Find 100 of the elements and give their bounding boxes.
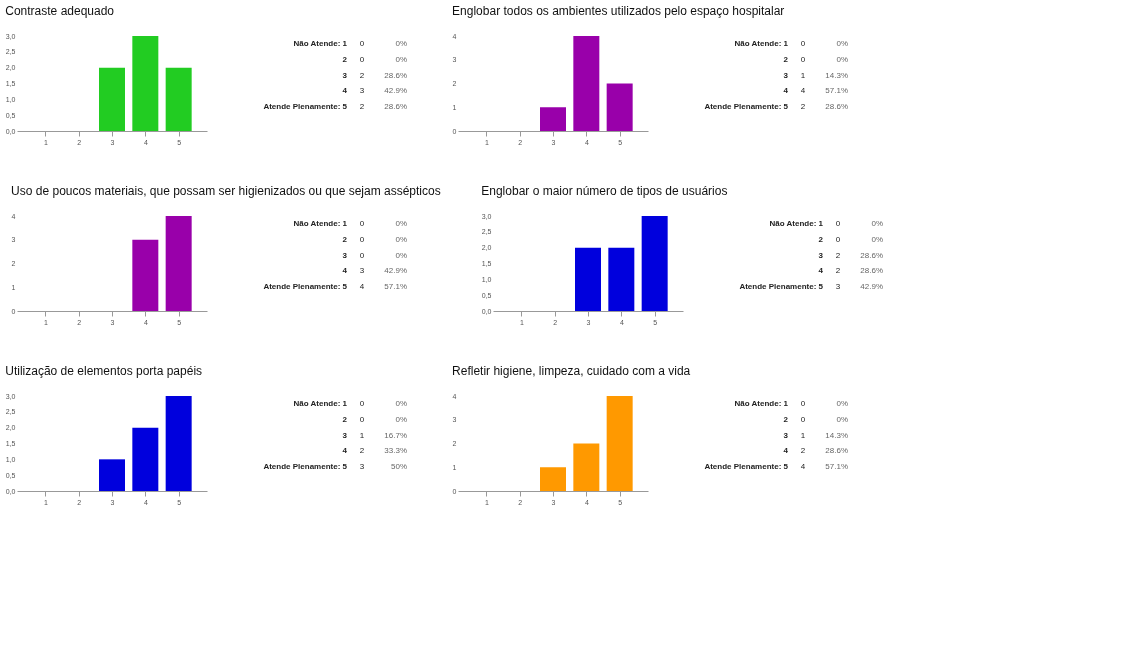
text: 0% xyxy=(836,38,848,48)
text: 3 xyxy=(818,250,824,260)
text: 3 xyxy=(342,70,348,80)
text: Atende Plenamente: 5 xyxy=(263,282,348,292)
text: 0 xyxy=(800,38,806,48)
text: Atende Plenamente: 5 xyxy=(739,282,824,292)
text: Não Atende: 1 xyxy=(293,38,348,48)
text: 28.6% xyxy=(384,102,407,112)
text: 16.7% xyxy=(384,430,407,440)
text: 0 xyxy=(800,414,806,424)
text: 28.6% xyxy=(825,446,848,456)
text: 0 xyxy=(835,234,841,244)
text: 2 xyxy=(359,446,365,456)
text: 28.6% xyxy=(825,102,848,112)
text: 3 xyxy=(835,282,841,292)
text: 3 xyxy=(342,250,348,260)
text: 2 xyxy=(800,446,806,456)
chart-title: Utilização de elementos porta papéis xyxy=(5,364,203,378)
text: 3 xyxy=(359,86,365,96)
text: 4 xyxy=(342,266,348,276)
text: 3 xyxy=(359,266,365,276)
text: 4 xyxy=(783,446,789,456)
text: 57.1% xyxy=(825,462,848,472)
text: 3 xyxy=(783,430,789,440)
text: 0% xyxy=(836,414,848,424)
text: Não Atende: 1 xyxy=(769,218,824,228)
text: 14.3% xyxy=(825,70,848,80)
text: 1 xyxy=(359,430,365,440)
text: 0% xyxy=(836,398,848,408)
text: 2 xyxy=(783,414,789,424)
text: 28.6% xyxy=(860,250,883,260)
chart-title: Contraste adequado xyxy=(5,4,115,18)
text: 0 xyxy=(359,234,365,244)
chart-title: Englobar todos os ambientes utilizados pelo espaço hospitalar xyxy=(452,4,785,18)
text: 0 xyxy=(800,398,806,408)
text: 42.9% xyxy=(384,86,407,96)
text: Não Atende: 1 xyxy=(734,398,789,408)
text: 2 xyxy=(342,54,348,64)
text: 50% xyxy=(390,462,407,472)
text: 3 xyxy=(783,70,789,80)
text: 1 xyxy=(800,70,806,80)
text: 28.6% xyxy=(860,266,883,276)
text: 33.3% xyxy=(384,446,407,456)
bar xyxy=(573,443,600,491)
text: 0 xyxy=(359,54,365,64)
bar xyxy=(99,459,125,491)
chart-title: Refletir higiene, limpeza, cuidado com a vida xyxy=(452,364,691,378)
bar xyxy=(132,427,159,491)
text: 14.3% xyxy=(825,430,848,440)
text: 0 xyxy=(835,218,841,228)
text: 0 xyxy=(359,38,365,48)
text: Atende Plenamente: 5 xyxy=(263,102,348,112)
text: 0 xyxy=(359,398,365,408)
chart-title: Uso de poucos materiais, que possam ser higienizados ou que sejam assépticos xyxy=(11,184,441,198)
text: 0% xyxy=(395,250,407,260)
text: 2 xyxy=(800,102,806,112)
text: 2 xyxy=(835,266,841,276)
text: 4 xyxy=(342,446,348,456)
text: 4 xyxy=(783,86,789,96)
bar xyxy=(540,467,566,491)
text: 0 xyxy=(359,414,365,424)
bar xyxy=(573,36,600,131)
text: 0% xyxy=(395,218,407,228)
text: 4 xyxy=(800,462,806,472)
text: Atende Plenamente: 5 xyxy=(704,102,789,112)
text: Não Atende: 1 xyxy=(293,218,348,228)
text: 0 xyxy=(800,54,806,64)
text: 57.1% xyxy=(384,282,407,292)
text: 0% xyxy=(395,38,407,48)
text: 4 xyxy=(342,86,348,96)
text: 2 xyxy=(359,70,365,80)
text: 0% xyxy=(395,398,407,408)
text: 4 xyxy=(359,282,365,292)
text: 0% xyxy=(395,414,407,424)
chart-title: Englobar o maior número de tipos de usuários xyxy=(481,184,728,198)
text: 2 xyxy=(835,250,841,260)
text: 42.9% xyxy=(860,282,883,292)
text: 4 xyxy=(800,86,806,96)
text: 28.6% xyxy=(384,70,407,80)
text: Não Atende: 1 xyxy=(293,398,348,408)
bar xyxy=(540,107,566,131)
text: 1 xyxy=(800,430,806,440)
text: Atende Plenamente: 5 xyxy=(263,462,348,472)
text: 0% xyxy=(395,234,407,244)
bar xyxy=(165,396,192,491)
text: 0 xyxy=(359,218,365,228)
text: 0% xyxy=(395,54,407,64)
text: 0 xyxy=(359,250,365,260)
bar xyxy=(606,83,633,131)
text: 2 xyxy=(818,234,824,244)
text: 3 xyxy=(359,462,365,472)
text: 2 xyxy=(783,54,789,64)
text: Não Atende: 1 xyxy=(734,38,789,48)
text: 0% xyxy=(871,234,883,244)
text: Atende Plenamente: 5 xyxy=(704,462,789,472)
bar xyxy=(606,396,633,491)
text: 42.9% xyxy=(384,266,407,276)
text: 0% xyxy=(836,54,848,64)
text: 2 xyxy=(342,414,348,424)
text: 2 xyxy=(342,234,348,244)
